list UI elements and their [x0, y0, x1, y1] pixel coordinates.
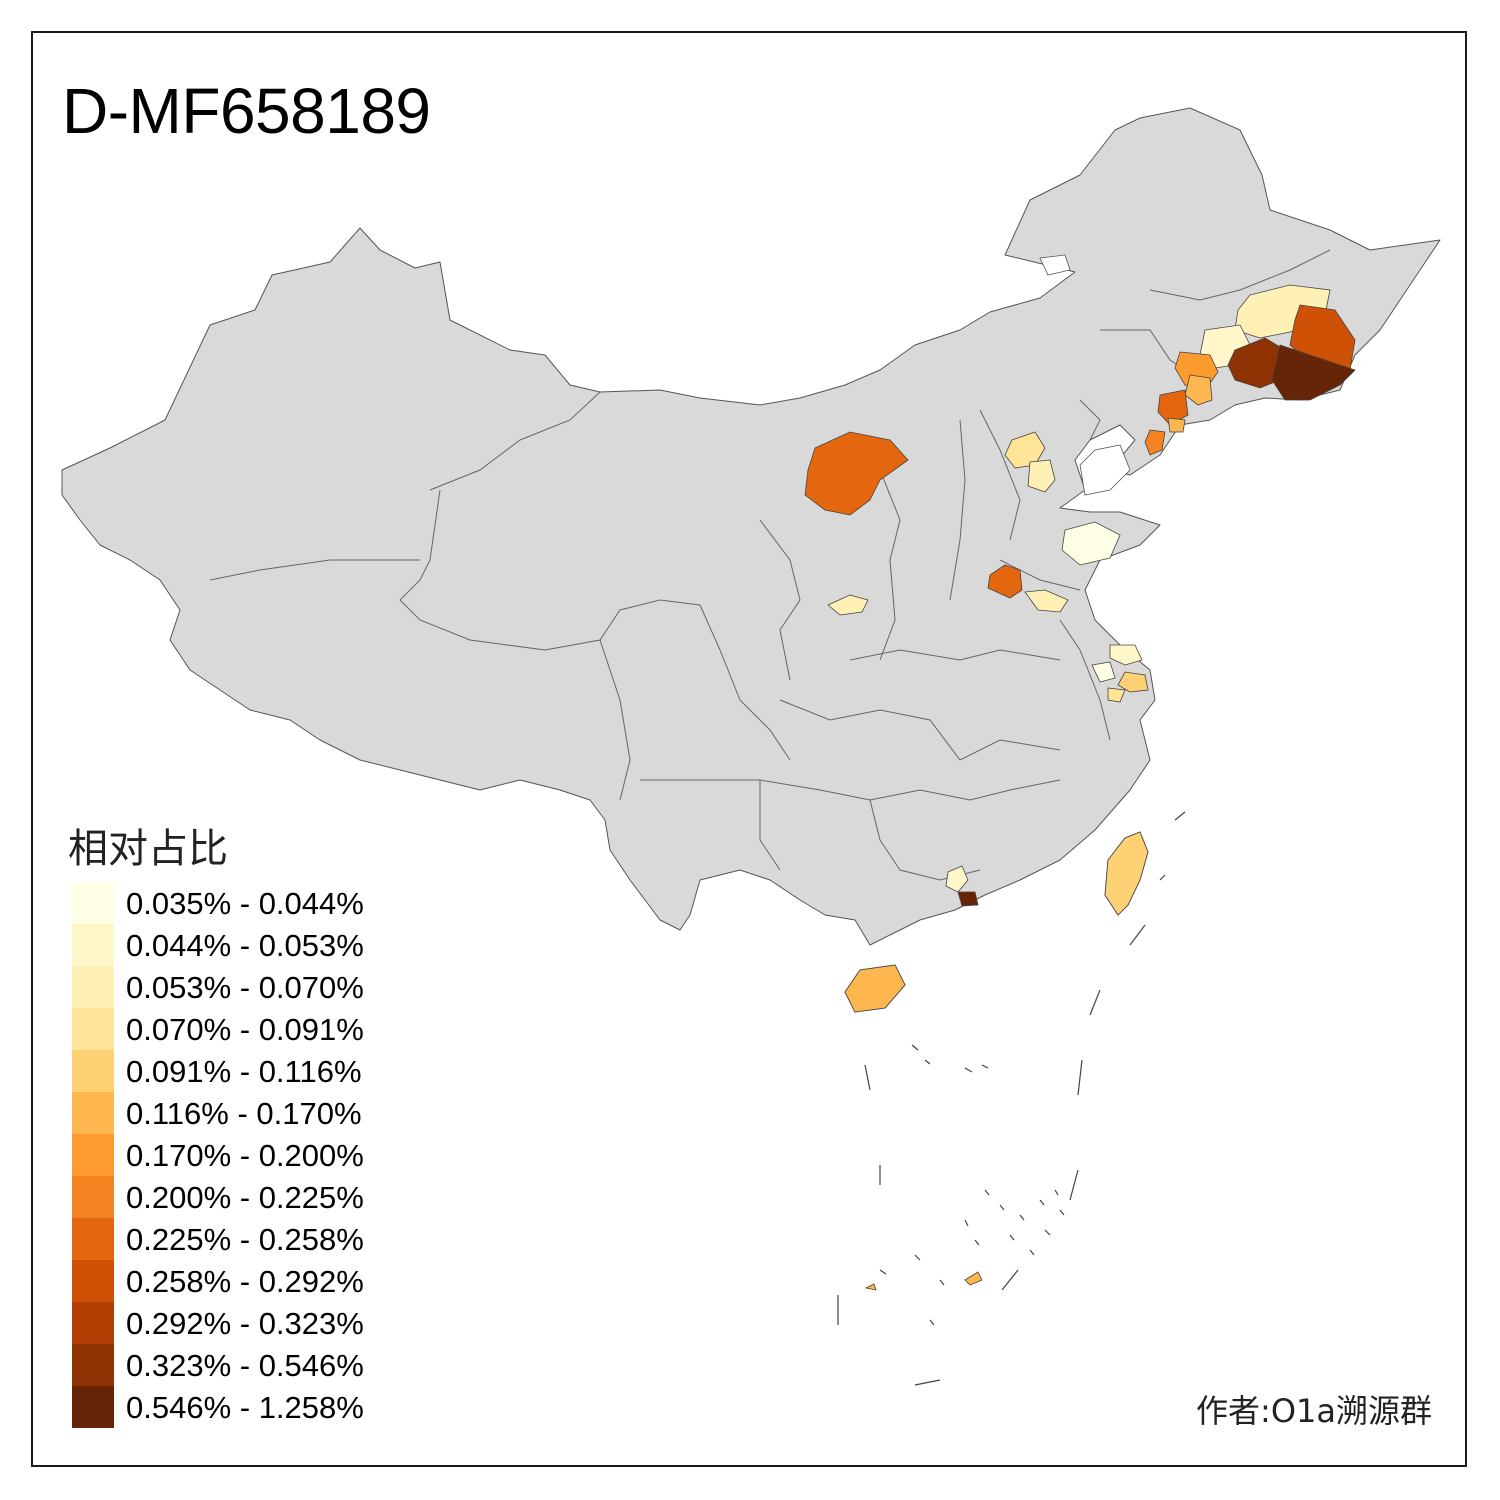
legend-swatch: [72, 1386, 114, 1428]
region-guangdong-central: [957, 891, 979, 907]
legend-label: 0.546% - 1.258%: [126, 1390, 364, 1425]
legend-label: 0.091% - 0.116%: [126, 1054, 362, 1089]
region-zhejiang-north: [1107, 687, 1126, 703]
region-jiangsu-north: [1109, 644, 1143, 666]
region-shandong-east: [1061, 521, 1121, 566]
hulun-lake: [1039, 254, 1071, 276]
base-landmass: [61, 107, 1441, 1013]
legend-label: 0.170% - 0.200%: [126, 1138, 364, 1173]
legend-swatch: [72, 966, 114, 1008]
legend-label: 0.323% - 0.546%: [126, 1348, 364, 1383]
region-shandong-south: [1024, 589, 1069, 613]
legend-swatch: [72, 1344, 114, 1386]
legend-swatch: [72, 882, 114, 924]
region-liaoning-central: [1184, 374, 1213, 406]
region-inner-mongolia-baotou: [804, 431, 909, 516]
south-china-sea-islands: [837, 811, 1186, 1386]
region-hainan: [844, 964, 906, 1013]
map-frame: [31, 31, 1467, 1467]
region-shanghai-suzhou: [1117, 671, 1149, 693]
region-taiwan: [1104, 831, 1149, 916]
region-guangdong-north: [945, 865, 969, 893]
water-bodies: [1039, 254, 1131, 496]
region-jilin-central: [1227, 337, 1286, 389]
legend-swatch: [72, 1008, 114, 1050]
region-yanbian: [1271, 344, 1356, 401]
legend-label: 0.225% - 0.258%: [126, 1222, 364, 1257]
colored-regions: [804, 284, 1356, 1013]
map-title: D-MF658189: [62, 75, 431, 147]
legend-label: 0.070% - 0.091%: [126, 1012, 364, 1047]
legend-label: 0.292% - 0.323%: [126, 1306, 364, 1341]
legend-label: 0.035% - 0.044%: [126, 886, 364, 921]
legend-swatch: [72, 1134, 114, 1176]
legend-label: 0.044% - 0.053%: [126, 928, 364, 963]
region-liaoning-east: [1167, 417, 1186, 433]
region-henan-east: [987, 564, 1023, 599]
island-colored-small: [964, 1271, 983, 1286]
legend-title: 相对占比: [68, 826, 228, 872]
legend-swatch: [72, 1260, 114, 1302]
region-shaanxi-central: [827, 594, 869, 616]
mainland-outline: [61, 107, 1441, 946]
island-colored-tiny: [864, 1283, 877, 1291]
region-liaoning-south: [1144, 429, 1166, 456]
legend-label: 0.116% - 0.170%: [126, 1096, 362, 1131]
legend-label: 0.200% - 0.225%: [126, 1180, 364, 1215]
legend-swatch: [72, 924, 114, 966]
bohai-sea: [1079, 444, 1131, 496]
author-credit: 作者:O1a溯源群: [1196, 1392, 1432, 1430]
legend-swatch: [72, 1050, 114, 1092]
region-jiangsu-central: [1091, 661, 1116, 683]
legend-swatch: [72, 1302, 114, 1344]
legend-swatch: [72, 1218, 114, 1260]
legend-swatch: [72, 1092, 114, 1134]
legend-label: 0.258% - 0.292%: [126, 1264, 364, 1299]
legend-swatch: [72, 1176, 114, 1218]
region-hebei-tianjin: [1027, 459, 1056, 493]
legend-label: 0.053% - 0.070%: [126, 970, 364, 1005]
